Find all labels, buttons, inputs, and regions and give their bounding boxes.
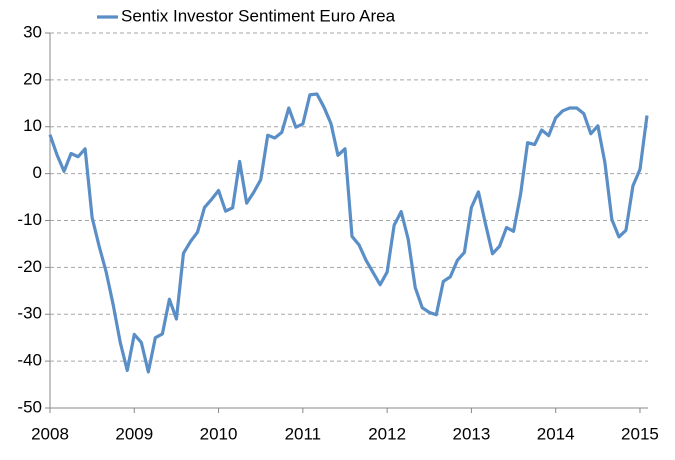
y-tick-label: 0	[33, 163, 42, 182]
y-tick-label: -50	[17, 397, 42, 416]
x-tick-label: 2009	[115, 424, 153, 443]
y-tick-label: -20	[17, 257, 42, 276]
y-tick-label: 20	[23, 69, 42, 88]
series-line	[48, 92, 649, 374]
x-tick-label: 2008	[31, 424, 69, 443]
x-tick-label: 2015	[621, 424, 659, 443]
x-tick-label: 2011	[285, 424, 322, 443]
y-tick-label: -10	[17, 210, 42, 229]
y-tick-label: -40	[17, 351, 42, 370]
y-tick-label: -30	[17, 304, 42, 323]
x-tick-label: 2010	[200, 424, 238, 443]
y-tick-label: 10	[23, 116, 42, 135]
x-tick-label: 2013	[452, 424, 490, 443]
y-tick-label: 30	[23, 22, 42, 41]
legend-label: Sentix Investor Sentiment Euro Area	[121, 6, 396, 25]
x-tick-label: 2014	[537, 424, 575, 443]
x-tick-label: 2012	[368, 424, 406, 443]
